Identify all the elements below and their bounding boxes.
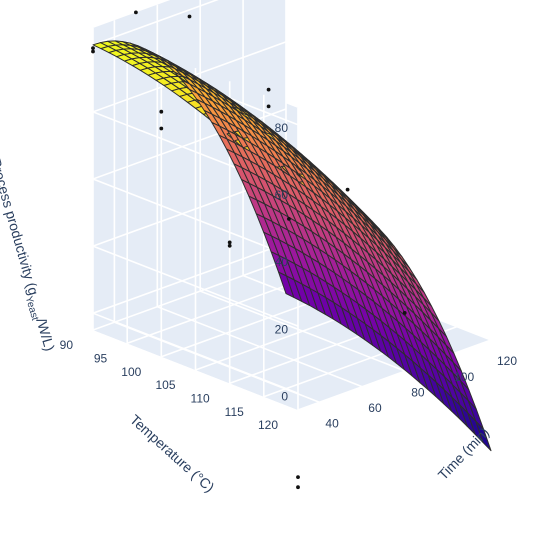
data-point bbox=[296, 485, 300, 490]
z-tick-label: 40 bbox=[275, 255, 289, 269]
data-point bbox=[266, 104, 271, 109]
data-point bbox=[91, 49, 95, 54]
x-tick-label: 100 bbox=[454, 370, 474, 384]
data-point bbox=[296, 475, 300, 479]
data-point bbox=[402, 311, 407, 315]
time-axis-title: Time (min) bbox=[435, 424, 493, 483]
surface-cell bbox=[475, 420, 492, 452]
y-tick-label: 105 bbox=[155, 378, 175, 392]
x-tick-label: 120 bbox=[497, 354, 517, 368]
y-tick-label: 110 bbox=[191, 391, 210, 405]
data-point bbox=[227, 240, 232, 245]
y-gridline bbox=[92, 28, 287, 332]
data-point bbox=[345, 187, 350, 192]
z-tick-label: 60 bbox=[275, 188, 289, 202]
y-gridline bbox=[228, 81, 423, 385]
data-point bbox=[159, 126, 164, 131]
data-point bbox=[287, 217, 291, 221]
y-tick-label: 120 bbox=[258, 418, 278, 432]
data-point bbox=[227, 243, 232, 248]
y-gridline bbox=[194, 68, 389, 372]
z-tick-label: 20 bbox=[275, 322, 289, 336]
y-tick-label: 90 bbox=[60, 338, 74, 352]
data-point bbox=[266, 87, 271, 92]
data-point bbox=[187, 14, 192, 19]
axis-ticks: 40 60 80 100 120 90 95 100 105 110 115 120 0 20 40 60 80 bbox=[60, 121, 518, 432]
productivity-axis-title: Process productivity (gYeast/W/L) bbox=[0, 156, 58, 353]
data-point bbox=[159, 109, 164, 114]
x-tick-label: 60 bbox=[368, 401, 382, 415]
temperature-axis-title: Temperature (°C) bbox=[127, 411, 218, 495]
data-points bbox=[91, 10, 407, 490]
x-tick-label: 80 bbox=[411, 385, 425, 399]
z-tick-label: 80 bbox=[275, 121, 289, 135]
y-gridline bbox=[160, 54, 355, 358]
x-tick-label: 40 bbox=[325, 416, 339, 430]
y-tick-label: 100 bbox=[121, 365, 141, 379]
y-tick-label: 115 bbox=[225, 405, 244, 419]
y-gridline bbox=[126, 41, 321, 345]
data-point bbox=[91, 46, 95, 50]
z-tick-label: 0 bbox=[281, 389, 288, 403]
y-tick-label: 95 bbox=[94, 351, 108, 365]
surface-plot bbox=[92, 40, 492, 452]
data-point bbox=[134, 10, 138, 15]
